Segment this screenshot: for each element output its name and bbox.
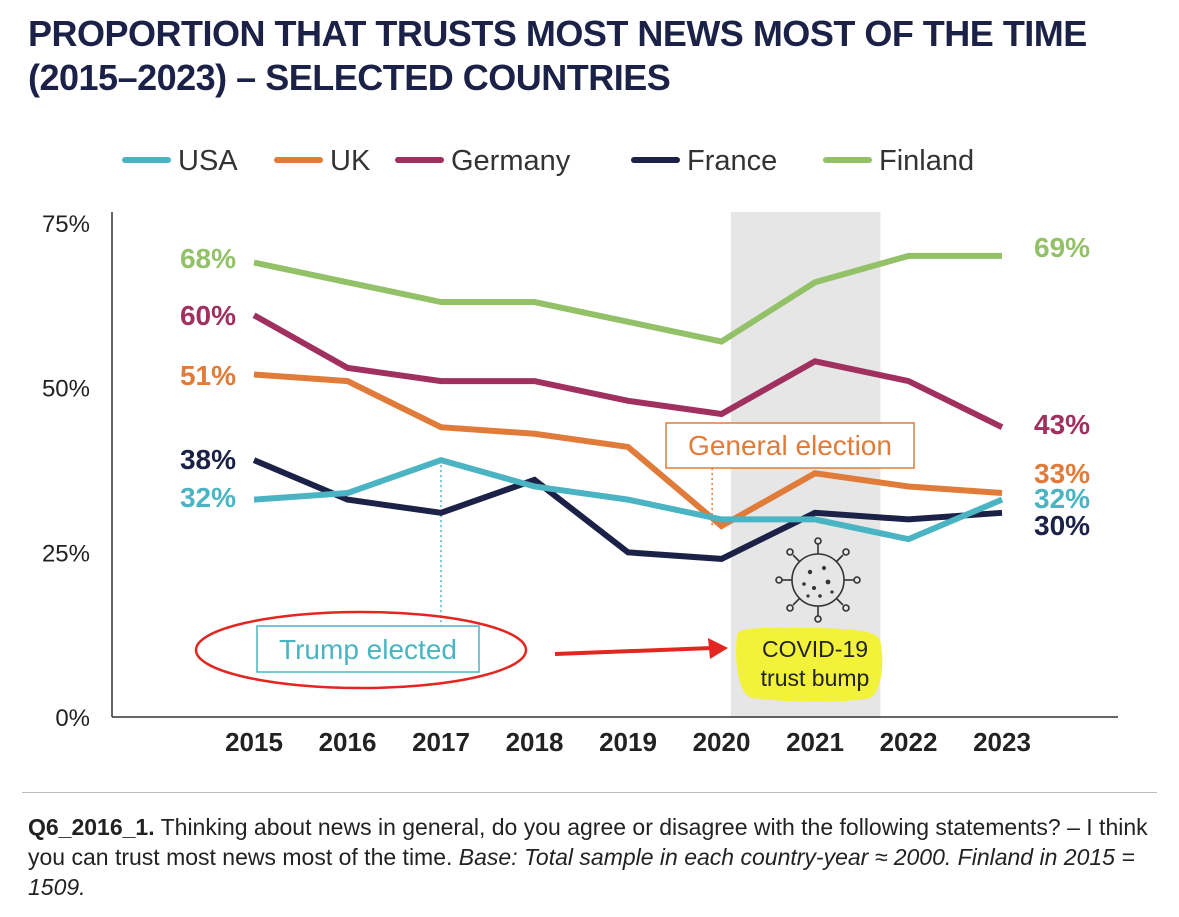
x-tick-label: 2017 bbox=[412, 727, 470, 757]
series-line-uk bbox=[253, 371, 1003, 530]
x-tick-label: 2020 bbox=[693, 727, 751, 757]
y-tick-label: 50% bbox=[42, 376, 90, 403]
footnote: Q6_2016_1. Thinking about news in genera… bbox=[28, 812, 1153, 902]
chart-title-line-1: PROPORTION THAT TRUSTS MOST NEWS MOST OF… bbox=[28, 13, 1087, 54]
chart-title-line-2: (2015–2023) – SELECTED COUNTRIES bbox=[28, 57, 671, 98]
red-ellipse bbox=[194, 610, 528, 690]
start-label-uk: 51% bbox=[180, 360, 236, 391]
chart-title: PROPORTION THAT TRUSTS MOST NEWS MOST OF… bbox=[28, 12, 1158, 100]
x-tick-label: 2022 bbox=[880, 727, 938, 757]
end-label-uk: 33% bbox=[1034, 458, 1090, 489]
trump-elected-label: Trump elected bbox=[279, 634, 457, 665]
covid-label-line-1: COVID-19 bbox=[762, 636, 868, 662]
y-tick-label: 25% bbox=[42, 540, 90, 567]
series-line-usa bbox=[253, 456, 1004, 543]
y-tick-label: 75% bbox=[42, 211, 90, 238]
legend: USA UK Germany France Finland bbox=[122, 145, 974, 177]
start-label-finland: 68% bbox=[180, 243, 236, 274]
legend-label: UK bbox=[330, 145, 371, 177]
x-tick-label: 2023 bbox=[973, 727, 1031, 757]
x-tick-label: 2018 bbox=[506, 727, 564, 757]
legend-label: France bbox=[687, 145, 777, 177]
virus-icon bbox=[775, 537, 861, 623]
end-label-usa: 32% bbox=[1034, 483, 1090, 514]
start-label-france: 38% bbox=[180, 444, 236, 475]
footnote-base: Base: Total sample in each country-year … bbox=[28, 844, 1135, 900]
x-tick-labels: 2015 2016 2017 2018 2019 2020 2021 2022 2023 bbox=[225, 727, 1031, 757]
red-arrow bbox=[554, 638, 728, 659]
legend-label: USA bbox=[178, 145, 238, 177]
end-label-finland: 69% bbox=[1034, 232, 1090, 263]
general-election-annotation: General election bbox=[665, 422, 915, 469]
footnote-divider bbox=[22, 792, 1157, 793]
start-label-usa: 32% bbox=[180, 482, 236, 513]
start-label-germany: 60% bbox=[180, 300, 236, 331]
x-tick-label: 2021 bbox=[786, 727, 844, 757]
series-lines bbox=[252, 252, 1004, 562]
x-tick-label: 2019 bbox=[599, 727, 657, 757]
series-line-france bbox=[252, 457, 1003, 562]
series-line-germany bbox=[252, 312, 1004, 430]
x-tick-label: 2015 bbox=[225, 727, 283, 757]
y-tick-label: 0% bbox=[55, 705, 90, 732]
general-election-label: General election bbox=[688, 430, 892, 461]
end-label-france: 30% bbox=[1034, 510, 1090, 541]
covid-label-line-2: trust bump bbox=[761, 665, 870, 691]
legend-label: Finland bbox=[879, 145, 974, 177]
footnote-text: Thinking about news in general, do you a… bbox=[28, 814, 1148, 870]
footnote-question-id: Q6_2016_1. bbox=[28, 814, 155, 840]
end-label-germany: 43% bbox=[1034, 409, 1090, 440]
trust-line-chart: 75% 50% 25% 0% 2015 2016 2017 2018 2019 2020 2021… bbox=[42, 145, 1118, 757]
x-tick-label: 2016 bbox=[319, 727, 377, 757]
covid-bump-annotation: COVID-19 trust bump bbox=[736, 627, 883, 702]
y-tick-labels: 75% 50% 25% 0% bbox=[42, 211, 90, 732]
legend-label: Germany bbox=[451, 145, 571, 177]
trump-elected-annotation: Trump elected bbox=[194, 610, 528, 690]
series-line-finland bbox=[253, 252, 1002, 345]
series-value-labels: 32% 32% 51% 33% 60% 43% 38% 30% 68% 69% bbox=[180, 232, 1090, 541]
